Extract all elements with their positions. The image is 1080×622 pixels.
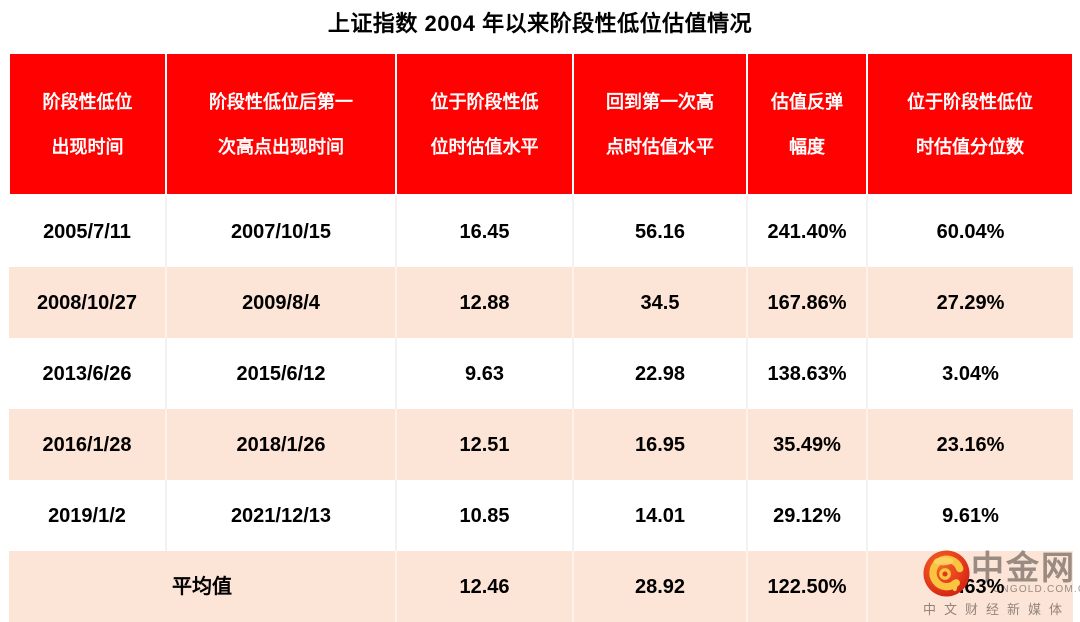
cell: 2015/6/12 xyxy=(166,338,397,409)
col-header-first-high-date: 阶段性低位后第一 次高点出现时间 xyxy=(165,52,397,196)
cell: 24.63% xyxy=(867,551,1073,622)
header-line: 阶段性低位 xyxy=(42,91,133,112)
cell: 2016/1/28 xyxy=(9,409,167,480)
table-row: 2013/6/26 2015/6/12 9.63 22.98 138.63% 3… xyxy=(9,338,1073,409)
cngold-tagline: 中文财经新媒体 xyxy=(923,602,1071,617)
average-label: 平均值 xyxy=(9,551,397,622)
page-title: 上证指数 2004 年以来阶段性低位估值情况 xyxy=(327,11,753,36)
cngold-watermark: 中金网 CNGOLD.COM.CN 中文财经新媒体 xyxy=(922,548,1080,618)
header-line: 位于阶段性低位 xyxy=(907,91,1033,112)
header-row: 阶段性低位 出现时间 阶段性低位后第一 次高点出现时间 位于阶段性低 位时估值水… xyxy=(8,52,1074,196)
table-row: 2005/7/11 2007/10/15 16.45 56.16 241.40%… xyxy=(9,195,1073,267)
header-line: 估值反弹 xyxy=(771,91,843,112)
table-row: 2008/10/27 2009/8/4 12.88 34.5 167.86% 2… xyxy=(9,267,1073,338)
cell: 3.04% xyxy=(867,338,1073,409)
header-line: 次高点出现时间 xyxy=(218,136,344,157)
header-line: 幅度 xyxy=(789,136,825,157)
table-row: 2019/1/2 2021/12/13 10.85 14.01 29.12% 9… xyxy=(9,480,1073,551)
header-line: 阶段性低位后第一 xyxy=(209,91,353,112)
col-header-valuation-at-high: 回到第一次高 点时估值水平 xyxy=(572,52,748,196)
cell: 35.49% xyxy=(747,409,868,480)
cell: 2008/10/27 xyxy=(9,267,167,338)
header-line: 时估值分位数 xyxy=(916,136,1024,157)
cell: 241.40% xyxy=(747,195,868,267)
cell: 29.12% xyxy=(747,480,868,551)
average-row: 平均值 12.46 28.92 122.50% 24.63% xyxy=(9,551,1073,622)
header-line: 点时估值水平 xyxy=(606,136,714,157)
cngold-brand-name: 中金网 xyxy=(971,549,1076,586)
cell: 9.63 xyxy=(396,338,574,409)
cell: 16.45 xyxy=(396,195,574,267)
cell: 2013/6/26 xyxy=(9,338,167,409)
cell: 138.63% xyxy=(747,338,868,409)
cell: 9.61% xyxy=(867,480,1073,551)
valuation-table: 阶段性低位 出现时间 阶段性低位后第一 次高点出现时间 位于阶段性低 位时估值水… xyxy=(8,52,1074,622)
header-line: 位于阶段性低 xyxy=(430,91,539,112)
cngold-logo-icon xyxy=(923,550,970,597)
cell: 2005/7/11 xyxy=(9,195,167,267)
cell: 22.98 xyxy=(573,338,748,409)
cell: 10.85 xyxy=(396,480,574,551)
cell: 34.5 xyxy=(573,267,748,338)
table-row: 2016/1/28 2018/1/26 12.51 16.95 35.49% 2… xyxy=(9,409,1073,480)
col-header-percentile: 位于阶段性低位 时估值分位数 xyxy=(866,52,1074,196)
cell: 28.92 xyxy=(573,551,748,622)
col-header-rebound: 估值反弹 幅度 xyxy=(746,52,868,196)
cell: 12.46 xyxy=(396,551,574,622)
cell: 2009/8/4 xyxy=(166,267,397,338)
cngold-domain: CNGOLD.COM.CN xyxy=(993,584,1080,595)
cell: 12.88 xyxy=(396,267,574,338)
cell: 2018/1/26 xyxy=(166,409,397,480)
cell: 167.86% xyxy=(747,267,868,338)
cell: 2021/12/13 xyxy=(166,480,397,551)
cell: 12.51 xyxy=(396,409,574,480)
header-line: 回到第一次高 xyxy=(606,91,714,112)
col-header-valuation-at-low: 位于阶段性低 位时估值水平 xyxy=(395,52,574,196)
cell: 56.16 xyxy=(573,195,748,267)
cell: 27.29% xyxy=(867,267,1073,338)
cell: 2019/1/2 xyxy=(9,480,167,551)
cell: 2007/10/15 xyxy=(166,195,397,267)
cell: 23.16% xyxy=(867,409,1073,480)
col-header-low-date: 阶段性低位 出现时间 xyxy=(8,52,167,196)
cell: 16.95 xyxy=(573,409,748,480)
cell: 14.01 xyxy=(573,480,748,551)
cell: 122.50% xyxy=(747,551,868,622)
cell: 60.04% xyxy=(867,195,1073,267)
header-line: 出现时间 xyxy=(51,136,124,157)
header-line: 位时估值水平 xyxy=(430,136,539,157)
